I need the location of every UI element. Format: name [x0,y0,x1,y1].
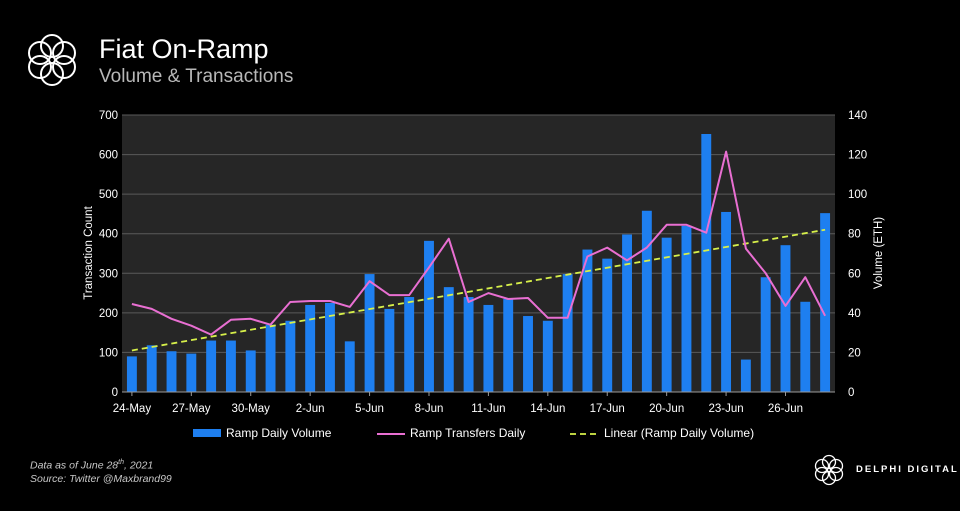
bar-ramp-daily-volume [780,245,791,392]
y-right-tick-label: 0 [848,387,854,399]
bar-ramp-daily-volume [582,249,593,392]
bar-ramp-daily-volume [681,225,692,392]
bar-ramp-daily-volume [483,304,494,392]
brand-name: DELPHI DIGITAL [856,464,959,475]
bar-ramp-daily-volume [186,353,197,392]
y-left-tick-label: 0 [112,387,118,399]
bar-ramp-daily-volume [443,287,454,392]
bar-ramp-daily-volume [305,304,316,392]
page-title: Fiat On-Ramp [99,34,269,64]
y-left-tick-label: 300 [99,268,118,280]
y-left-tick-label: 400 [99,229,118,241]
x-tick-label: 2-Jun [296,403,325,415]
x-tick-label: 5-Jun [355,403,384,415]
bar-ramp-daily-volume [126,356,137,392]
y-left-tick-label: 600 [99,150,118,162]
bar-ramp-daily-volume [542,320,553,392]
bar-ramp-daily-volume [404,297,415,392]
bar-ramp-daily-volume [384,308,395,392]
bar-ramp-daily-volume [820,213,831,392]
y-right-tick-label: 100 [848,189,867,201]
legend-label: Ramp Daily Volume [226,426,332,440]
x-tick-label: 26-Jun [768,403,803,415]
y-axis-left-label: Transaction Count [83,205,95,299]
bar-ramp-daily-volume [364,274,375,392]
bar-ramp-daily-volume [721,211,732,392]
y-left-tick-label: 100 [99,347,118,359]
x-tick-label: 8-Jun [415,403,444,415]
x-tick-label: 24-May [113,403,152,415]
legend-label: Ramp Transfers Daily [410,426,525,440]
plot-area [122,115,835,392]
bar-ramp-daily-volume [285,320,296,392]
bar-ramp-daily-volume [602,258,613,392]
bar-ramp-daily-volume [344,341,355,392]
y-right-tick-label: 140 [848,110,867,122]
x-tick-label: 30-May [232,403,271,415]
line-ramp-transfers-daily [131,150,826,336]
y-right-tick-label: 60 [848,268,861,280]
delphi-digital-logo-icon [814,454,844,486]
source-note: Source: Twitter @Maxbrand99 [30,473,172,485]
legend-swatch-bar [193,429,221,437]
y-left-tick-label: 200 [99,308,118,320]
x-tick-label: 20-Jun [649,403,684,415]
bar-ramp-daily-volume [800,301,811,392]
y-right-tick-label: 80 [848,229,861,241]
x-tick-label: 23-Jun [708,403,743,415]
trendline-linear [131,228,826,352]
y-right-tick-label: 120 [848,150,867,162]
y-right-tick-label: 20 [848,347,861,359]
bar-ramp-daily-volume [166,351,177,392]
bar-ramp-daily-volume [740,359,751,392]
legend-label: Linear (Ramp Daily Volume) [604,426,754,440]
x-tick-label: 27-May [172,403,211,415]
bar-ramp-daily-volume [661,237,672,392]
bar-ramp-daily-volume [245,350,256,392]
x-tick-label: 14-Jun [530,403,565,415]
y-left-tick-label: 500 [99,189,118,201]
bar-ramp-daily-volume [562,274,573,392]
data-date-note: Data as of June 28th, 2021 [30,459,154,472]
y-left-tick-label: 700 [99,110,118,122]
bar-ramp-daily-volume [523,316,533,392]
bar-ramp-daily-volume [146,345,157,392]
bar-ramp-daily-volume [206,340,217,392]
bar-ramp-daily-volume [701,133,712,392]
delphi-flower-logo-icon [28,34,76,86]
bar-ramp-daily-volume [622,234,632,392]
y-right-tick-label: 40 [848,308,861,320]
y-axis-right-label: Volume (ETH) [873,217,885,289]
bar-ramp-daily-volume [424,240,434,392]
bar-ramp-daily-volume [225,340,236,392]
legend: Ramp Daily Volume Ramp Transfers Daily Lin… [193,426,754,440]
bar-ramp-daily-volume [503,299,514,392]
x-tick-label: 17-Jun [590,403,625,415]
bar-ramp-daily-volume [325,302,335,392]
bar-ramp-daily-volume [641,210,652,392]
bar-ramp-daily-volume [265,324,276,392]
page-subtitle: Volume & Transactions [99,66,294,87]
bar-ramp-daily-volume [463,297,474,392]
x-tick-label: 11-Jun [471,403,505,415]
bar-ramp-daily-volume [760,277,771,392]
